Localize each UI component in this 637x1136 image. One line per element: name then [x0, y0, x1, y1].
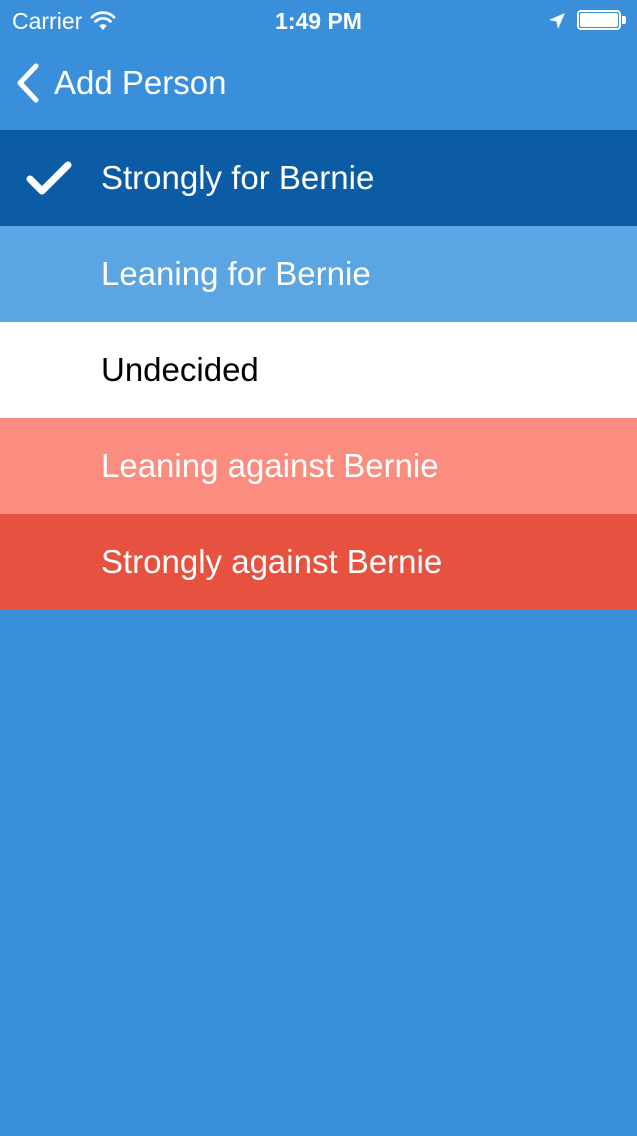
option-undecided[interactable]: Undecided [0, 322, 637, 418]
option-label: Strongly against Bernie [101, 543, 443, 580]
option-leaning-for[interactable]: Leaning for Bernie [0, 226, 637, 322]
location-arrow-icon [549, 13, 565, 29]
checkmark-icon [26, 161, 72, 195]
option-strongly-for[interactable]: Strongly for Bernie [0, 130, 637, 226]
wifi-icon [90, 11, 116, 30]
status-right-group [547, 8, 627, 34]
navigation-bar: Add Person [0, 40, 637, 130]
option-strongly-against[interactable]: Strongly against Bernie [0, 514, 637, 610]
support-level-list: Strongly for Bernie Leaning for Bernie Und… [0, 130, 637, 610]
carrier-group: Carrier [12, 7, 116, 35]
status-time: 1:49 PM [275, 8, 362, 34]
option-label: Strongly for Bernie [101, 159, 375, 196]
battery-fill [580, 13, 618, 27]
carrier-label: Carrier [12, 8, 83, 34]
back-button[interactable]: Add Person [14, 60, 226, 106]
option-label: Leaning for Bernie [101, 255, 371, 292]
option-label: Leaning against Bernie [101, 447, 439, 484]
battery-shell [577, 10, 621, 30]
battery-icon [577, 10, 627, 32]
status-bar: Carrier 1:49 PM [0, 0, 637, 40]
chevron-left-icon [17, 63, 39, 103]
option-leaning-against[interactable]: Leaning against Bernie [0, 418, 637, 514]
option-label: Undecided [101, 351, 259, 388]
back-button-label: Add Person [54, 64, 227, 101]
battery-nub [622, 16, 626, 24]
